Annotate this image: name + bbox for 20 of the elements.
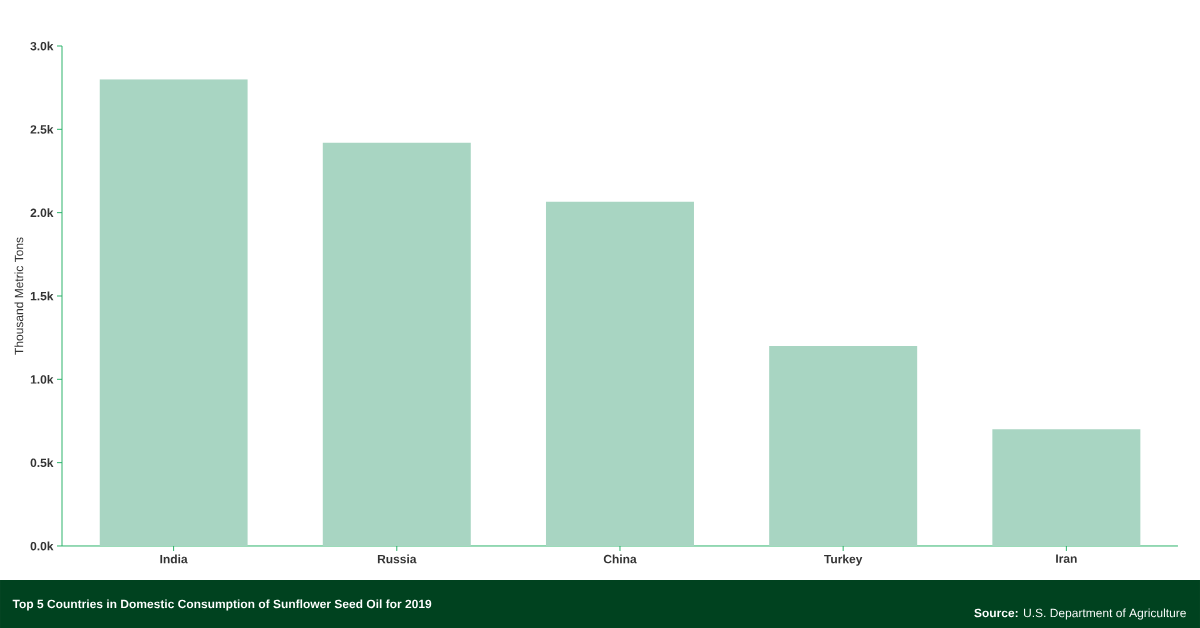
- y-tick-label: 3.0k: [30, 41, 54, 51]
- x-tick-label: China: [603, 554, 637, 564]
- y-tick-label: 1.5k: [30, 291, 54, 301]
- x-tick-label: India: [160, 554, 188, 564]
- x-tick-label: Russia: [377, 554, 417, 564]
- y-tick-label: 1.0k: [30, 374, 54, 384]
- y-axis-title: Thousand Metric Tons: [14, 237, 24, 355]
- bar: [99, 79, 248, 546]
- y-tick-label: 0.0k: [30, 541, 54, 551]
- bar: [545, 201, 694, 546]
- text: Source: U.S. Department of Agriculture: [974, 608, 1186, 620]
- bar: [769, 345, 918, 546]
- y-tick-label: 2.5k: [30, 124, 54, 134]
- text: Top 5 Countries in Domestic Consumption of Sunflower Seed Oil for 2019: [12, 599, 432, 611]
- y-tick-label: 2.0k: [30, 208, 54, 218]
- x-tick-label: Turkey: [824, 554, 863, 566]
- x-tick-label: Iran: [1056, 554, 1077, 563]
- y-tick-label: 0.5k: [30, 458, 54, 468]
- bar: [992, 429, 1141, 546]
- bar: [322, 142, 471, 546]
